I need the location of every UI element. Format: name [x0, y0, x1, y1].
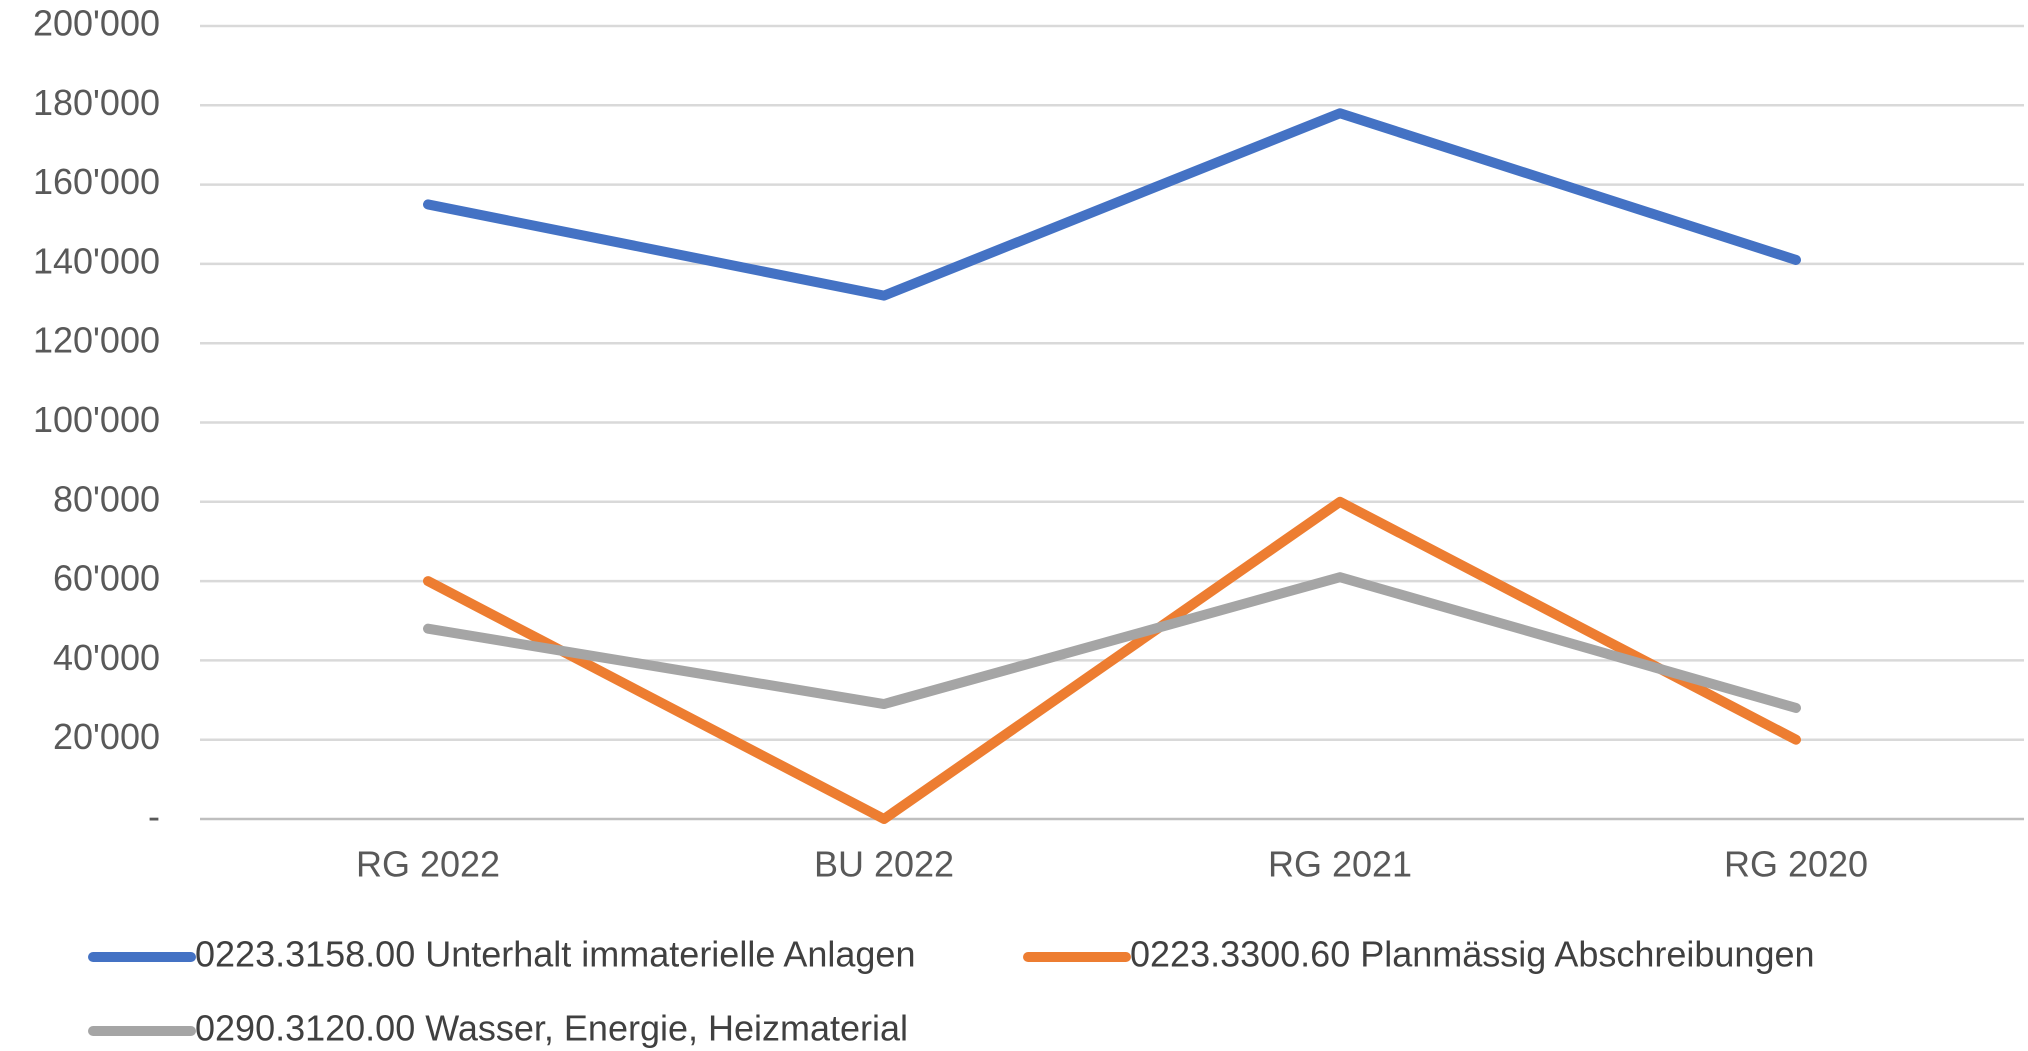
y-tick-label: 140'000	[33, 240, 160, 281]
x-tick-label: RG 2022	[356, 844, 500, 885]
legend: 0223.3158.00 Unterhalt immaterielle Anla…	[88, 934, 1815, 1049]
legend-label: 0290.3120.00 Wasser, Energie, Heizmateri…	[195, 1008, 908, 1049]
y-tick-label: 60'000	[53, 558, 160, 599]
y-tick-label: 100'000	[33, 399, 160, 440]
series-line	[423, 496, 1801, 824]
x-tick-label: RG 2021	[1268, 844, 1412, 885]
y-tick-label: 120'000	[33, 320, 160, 361]
series-line	[423, 572, 1801, 713]
y-tick-label: 20'000	[53, 716, 160, 757]
x-tick-label: RG 2020	[1724, 844, 1868, 885]
series-line	[423, 108, 1801, 301]
y-tick-label: -	[148, 796, 160, 837]
y-tick-label: 40'000	[53, 637, 160, 678]
legend-label: 0223.3300.60 Planmässig Abschreibungen	[1130, 934, 1815, 975]
y-tick-label: 200'000	[33, 3, 160, 44]
y-tick-label: 80'000	[53, 478, 160, 519]
legend-label: 0223.3158.00 Unterhalt immaterielle Anla…	[195, 934, 915, 975]
y-tick-label: 160'000	[33, 161, 160, 202]
y-tick-label: 180'000	[33, 82, 160, 123]
x-tick-label: BU 2022	[814, 844, 954, 885]
